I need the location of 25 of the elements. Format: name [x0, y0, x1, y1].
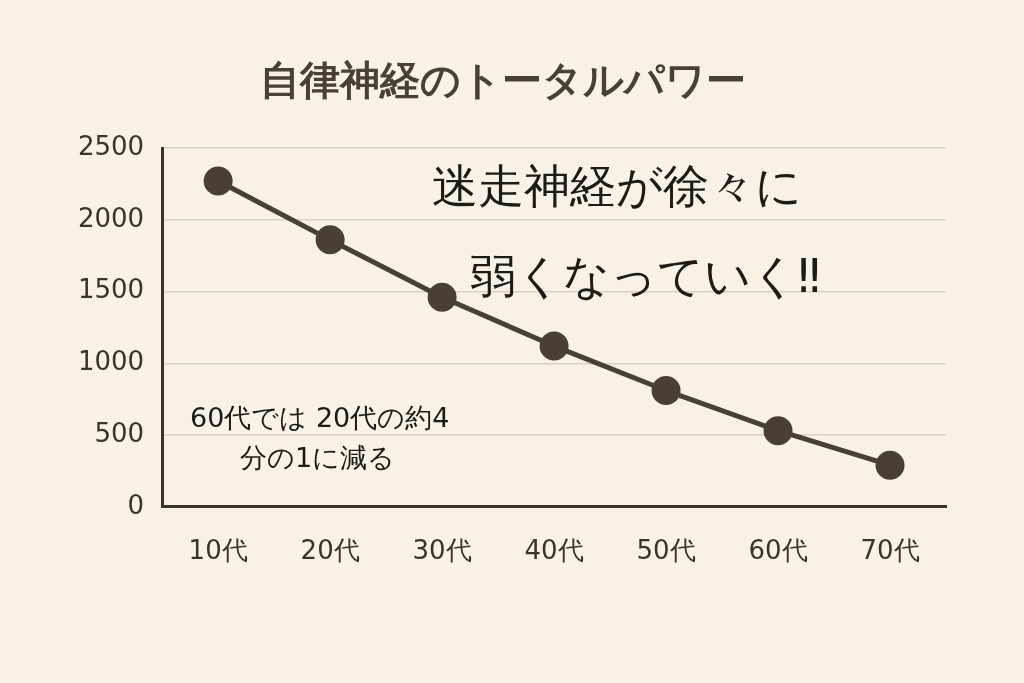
y-tick-label: 1500 — [78, 274, 145, 305]
annotation: 分の1に減る — [240, 441, 396, 475]
y-tick-label: 500 — [94, 417, 145, 448]
y-tick-label: 0 — [127, 489, 145, 520]
point — [427, 282, 457, 312]
point — [315, 225, 345, 255]
x-tick-label: 70代 — [860, 535, 920, 566]
annotation: 迷走神経が徐々に — [432, 158, 802, 215]
x-tick-label: 50代 — [636, 535, 696, 566]
chart-title: 自律神経のトータルパワー — [260, 57, 746, 104]
annotation: 60代では 20代の約4 — [190, 401, 450, 435]
y-tick-label: 1000 — [78, 346, 145, 377]
x-tick-label: 40代 — [524, 535, 584, 566]
y-tick-label: 2000 — [78, 202, 145, 233]
point — [651, 376, 681, 406]
x-tick-label: 20代 — [300, 535, 360, 566]
point — [539, 331, 569, 361]
point — [763, 416, 793, 446]
x-tick-label: 30代 — [412, 535, 472, 566]
point — [203, 166, 233, 196]
x-tick-label: 60代 — [748, 535, 808, 566]
y-tick-label: 2500 — [78, 130, 145, 161]
annotation: 弱くなっていく‼ — [470, 248, 821, 305]
point — [875, 450, 905, 480]
x-tick-label: 10代 — [188, 535, 248, 566]
